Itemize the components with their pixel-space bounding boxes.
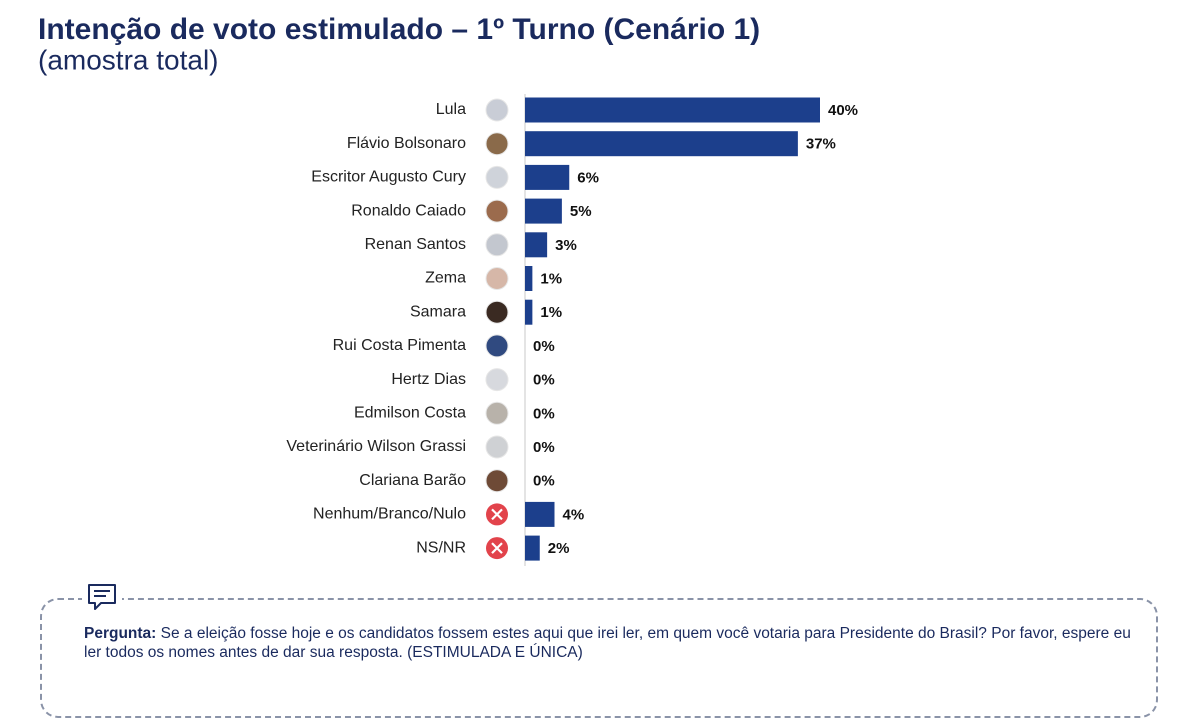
bar: [525, 299, 533, 325]
avatar: [485, 368, 509, 392]
value-label: 3%: [555, 237, 577, 254]
category-label: Veterinário Wilson Grassi: [286, 438, 466, 455]
avatar: [485, 300, 509, 324]
category-label: Renan Santos: [365, 236, 466, 253]
value-label: 6%: [577, 169, 599, 186]
category-label: Hertz Dias: [391, 371, 466, 388]
avatar: [485, 98, 509, 122]
value-label: 4%: [563, 506, 585, 523]
avatar: [485, 267, 509, 290]
question-label: Pergunta:: [84, 625, 157, 642]
category-label: Edmilson Costa: [354, 405, 466, 422]
category-label: Nenhum/Branco/Nulo: [313, 506, 466, 523]
bar: [525, 164, 570, 190]
bar: [525, 97, 820, 123]
none-icon-cross: [491, 508, 503, 521]
avatar: [485, 199, 509, 223]
bar: [525, 535, 540, 561]
category-label: NS/NR: [416, 539, 466, 556]
category-label: Flávio Bolsonaro: [347, 135, 466, 152]
category-label: Rui Costa Pimenta: [333, 337, 466, 354]
bar: [525, 232, 548, 258]
avatar: [485, 165, 509, 189]
bar: [525, 266, 533, 291]
question-icon: [82, 582, 122, 612]
value-label: 40%: [828, 102, 858, 119]
chart-subtitle: (amostra total): [38, 44, 219, 75]
avatar: [485, 132, 509, 156]
value-label: 0%: [533, 372, 555, 389]
category-label: Zema: [425, 270, 466, 287]
category-label: Clariana Barão: [359, 472, 466, 489]
value-label: 0%: [533, 473, 555, 490]
category-label: Escritor Augusto Cury: [311, 169, 466, 186]
chart-title: Intenção de voto estimulado – 1º Turno (…: [38, 13, 760, 46]
question: Pergunta: Se a eleição fosse hoje e os c…: [84, 624, 1144, 662]
avatar: [485, 334, 509, 358]
avatar: [485, 401, 509, 425]
category-label: Samara: [410, 303, 466, 320]
value-label: 1%: [540, 270, 562, 287]
value-label: 0%: [533, 405, 555, 422]
none-icon-cross: [491, 542, 503, 554]
value-label: 0%: [533, 338, 555, 355]
avatar: [485, 233, 509, 257]
bar: [525, 501, 555, 527]
avatar: [485, 469, 509, 493]
page: {"chart_data": {"type": "bar", "orientat…: [38, 12, 1158, 718]
category-label: Lula: [436, 101, 466, 118]
chart: Intenção de voto estimulado – 1º Turno (…: [38, 13, 858, 566]
value-label: 1%: [540, 304, 562, 321]
value-label: 2%: [548, 540, 570, 557]
avatar: [485, 435, 509, 459]
question-text: Se a eleição fosse hoje e os candidatos …: [84, 625, 1131, 661]
bar: [525, 198, 562, 224]
bar: [525, 131, 798, 157]
value-label: 37%: [806, 136, 836, 153]
value-label: 0%: [533, 439, 555, 456]
category-label: Ronaldo Caiado: [351, 202, 466, 219]
value-label: 5%: [570, 203, 592, 220]
